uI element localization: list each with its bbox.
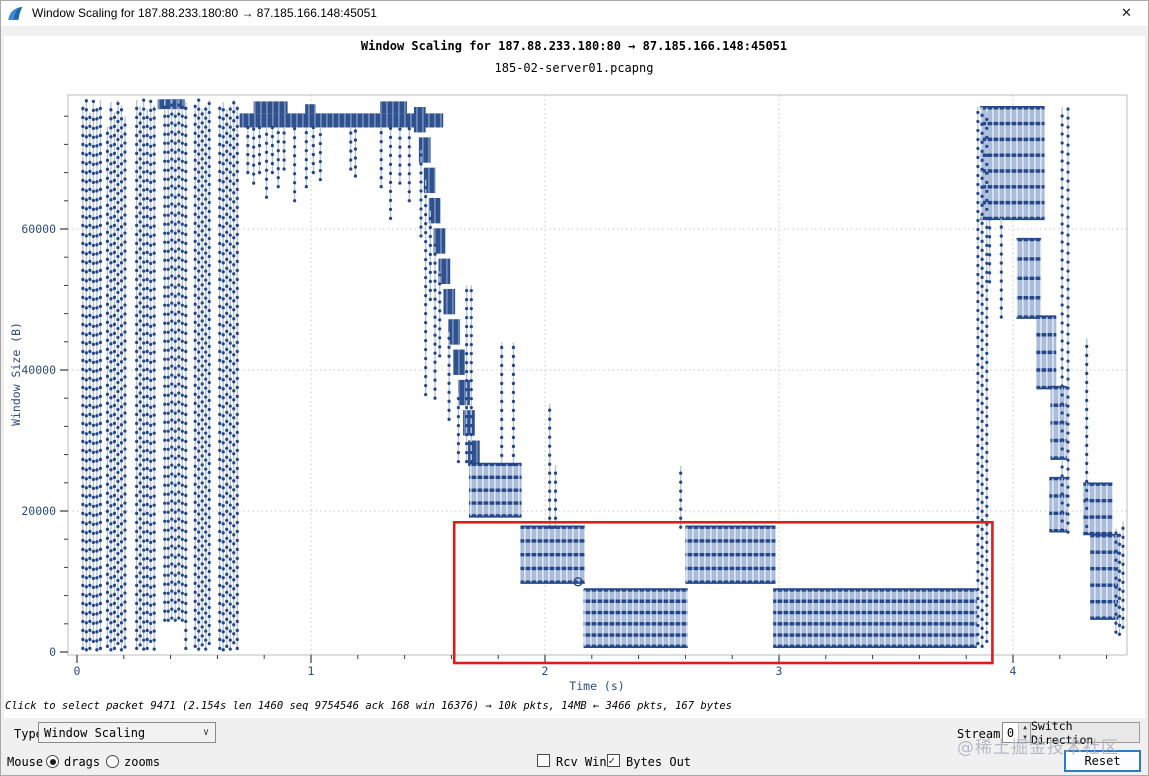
plot-gridlines bbox=[68, 95, 1127, 655]
plot-axes: 0 1 2 3 4 0 20000 40000 60000 bbox=[21, 94, 1128, 678]
svg-text:0: 0 bbox=[49, 645, 56, 659]
chart-title: Window Scaling for 187.88.233.180:80 → 8… bbox=[361, 39, 787, 53]
svg-text:1: 1 bbox=[308, 664, 315, 678]
status-hint-line: Click to select packet 9471 (2.154s len … bbox=[5, 700, 732, 712]
selected-packet-marker[interactable] bbox=[573, 577, 583, 587]
close-button[interactable]: ✕ bbox=[1121, 5, 1132, 20]
stream-value: 0 bbox=[1006, 725, 1015, 740]
type-label: Type bbox=[14, 727, 43, 741]
bytes-out-label[interactable]: Bytes Out bbox=[626, 755, 692, 769]
spin-up-icon[interactable]: ▲ bbox=[1019, 723, 1031, 733]
svg-text:4: 4 bbox=[1010, 664, 1017, 678]
mouse-zooms-label[interactable]: zooms bbox=[124, 755, 161, 769]
bytes-out-checkbox[interactable] bbox=[607, 754, 620, 767]
plot-data-points bbox=[81, 98, 1125, 652]
mouse-label: Mouse bbox=[7, 755, 44, 769]
graph-type-select[interactable]: Window Scaling ∨ bbox=[38, 722, 216, 743]
svg-text:0: 0 bbox=[74, 664, 81, 678]
mouse-drags-label[interactable]: drags bbox=[64, 755, 101, 769]
spin-down-icon[interactable]: ▼ bbox=[1019, 732, 1031, 742]
svg-text:2: 2 bbox=[542, 664, 549, 678]
mouse-zooms-radio[interactable] bbox=[106, 755, 119, 768]
rcv-win-label[interactable]: Rcv Win bbox=[556, 755, 607, 769]
stream-label: Stream bbox=[957, 727, 1001, 741]
mouse-drags-radio[interactable] bbox=[46, 755, 59, 768]
svg-text:20000: 20000 bbox=[21, 504, 56, 518]
chevron-down-icon: ∨ bbox=[202, 727, 209, 738]
chart-subtitle: 185-02-server01.pcapng bbox=[495, 61, 654, 75]
title-bar: Window Scaling for 187.88.233.180:80 → 8… bbox=[0, 0, 1149, 26]
x-axis-title: Time (s) bbox=[569, 679, 624, 693]
svg-text:40000: 40000 bbox=[21, 363, 56, 377]
red-annotation-box bbox=[452, 520, 994, 665]
switch-direction-button[interactable]: Switch Direction bbox=[1030, 719, 1140, 747]
graph-type-value: Window Scaling bbox=[44, 725, 146, 740]
y-axis-title: Window Size (B) bbox=[9, 322, 23, 426]
svg-text:60000: 60000 bbox=[21, 222, 56, 236]
svg-text:3: 3 bbox=[776, 664, 783, 678]
reset-button[interactable]: Reset bbox=[1064, 750, 1141, 772]
red-annotation-layer bbox=[452, 520, 994, 665]
stream-spinner[interactable]: 0 ▲ ▼ bbox=[1002, 722, 1032, 743]
window-scaling-chart[interactable]: Window Scaling for 187.88.233.180:80 → 8… bbox=[0, 26, 1149, 718]
window-title: Window Scaling for 187.88.233.180:80 → 8… bbox=[32, 6, 377, 20]
rcv-win-checkbox[interactable] bbox=[537, 754, 550, 767]
wireshark-icon bbox=[8, 6, 23, 20]
